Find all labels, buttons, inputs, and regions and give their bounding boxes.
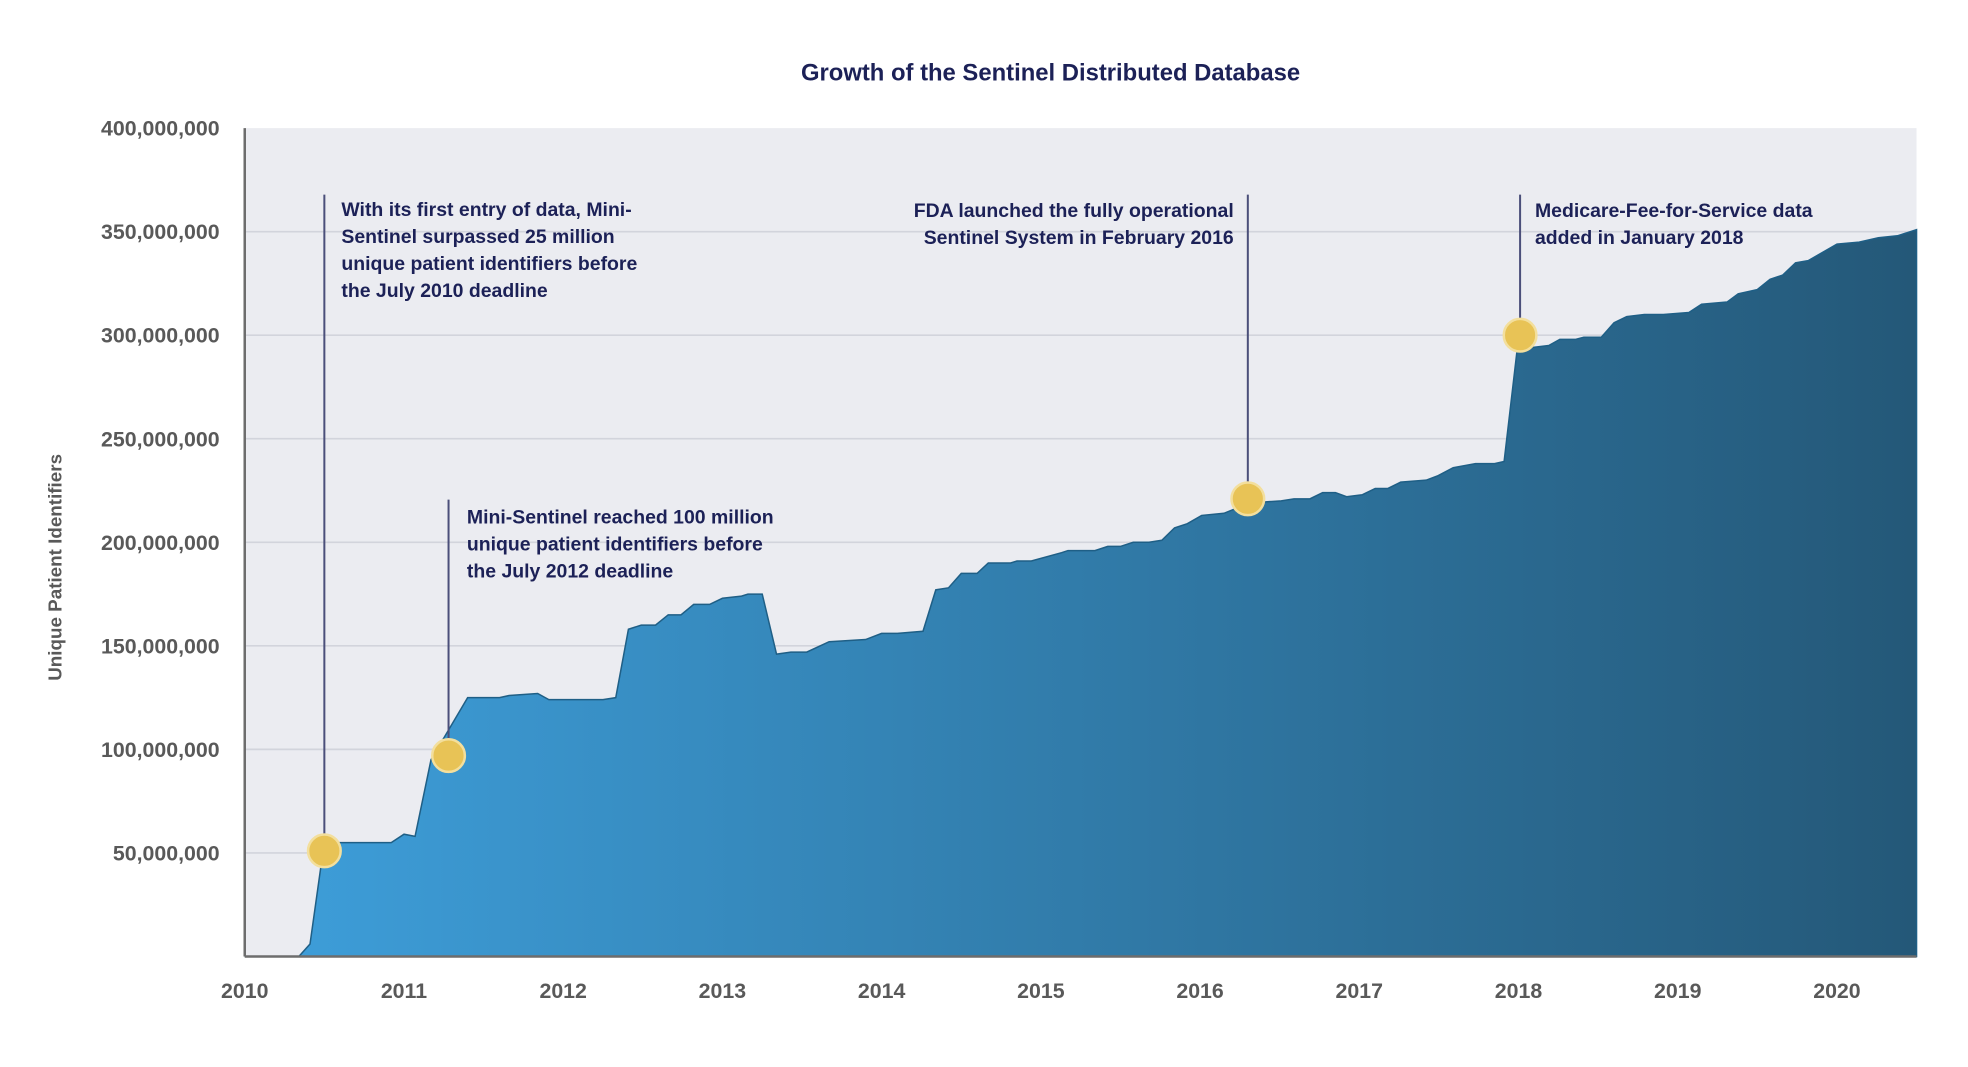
- y-axis-label: Unique Patient Identifiers: [45, 454, 66, 681]
- series-area: [244, 228, 1918, 958]
- y-tick-label: 100,000,000: [101, 738, 220, 762]
- annotation-text: unique patient identifiers before: [341, 253, 637, 275]
- annotation-text: Medicare-Fee-for-Service data: [1535, 200, 1813, 222]
- x-tick-label: 2015: [1017, 979, 1065, 1003]
- annotation-text: Sentinel System in February 2016: [924, 227, 1234, 249]
- annotation-text: Sentinel surpassed 25 million: [341, 226, 614, 248]
- x-tick-label: 2018: [1495, 979, 1543, 1003]
- x-tick-label: 2014: [858, 979, 906, 1003]
- y-tick-label: 350,000,000: [101, 220, 220, 244]
- y-tick-label: 400,000,000: [101, 117, 220, 141]
- annotation-text: With its first entry of data, Mini-: [341, 199, 631, 221]
- annotation-text: Mini-Sentinel reached 100 million: [467, 506, 774, 528]
- milestone-marker: [1230, 481, 1266, 517]
- milestone-marker: [430, 738, 467, 774]
- x-tick-label: 2019: [1654, 979, 1702, 1003]
- y-tick-label: 250,000,000: [101, 427, 220, 451]
- annotation-text: unique patient identifiers before: [467, 533, 763, 555]
- annotation-text: the July 2010 deadline: [341, 280, 548, 302]
- y-tick-label: 200,000,000: [101, 531, 220, 555]
- x-tick-label: 2016: [1176, 979, 1224, 1003]
- y-tick-label: 300,000,000: [101, 324, 220, 348]
- x-tick-label: 2011: [381, 979, 427, 1003]
- x-tick-label: 2017: [1336, 979, 1383, 1003]
- x-tick-label: 2012: [539, 979, 586, 1003]
- milestone-marker: [1502, 317, 1538, 353]
- annotation-text: the July 2012 deadline: [467, 560, 674, 582]
- milestone-marker: [306, 833, 342, 869]
- y-tick-label: 150,000,000: [101, 634, 220, 658]
- x-tick-label: 2020: [1813, 979, 1860, 1003]
- annotation-text: added in January 2018: [1535, 227, 1744, 249]
- chart-title: Growth of the Sentinel Distributed Datab…: [801, 59, 1300, 86]
- y-tick-label: 50,000,000: [113, 841, 220, 865]
- x-tick-label: 2013: [699, 979, 747, 1003]
- x-tick-label: 2010: [221, 979, 268, 1003]
- annotation-text: FDA launched the fully operational: [914, 200, 1234, 222]
